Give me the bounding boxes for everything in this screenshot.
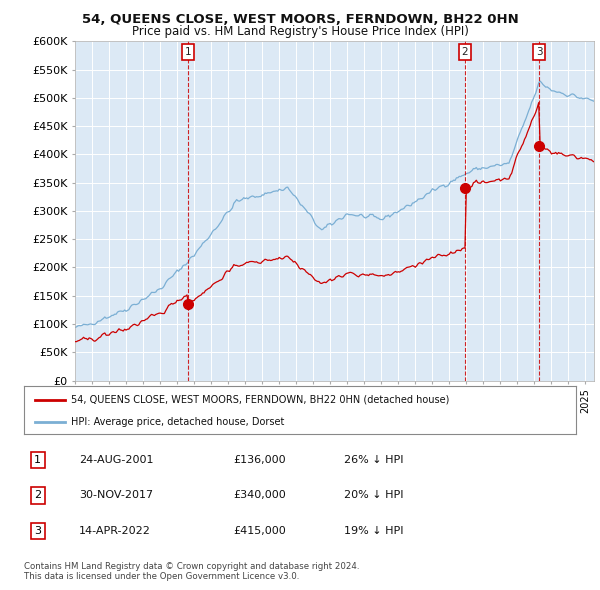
Text: 26% ↓ HPI: 26% ↓ HPI [344,455,404,465]
Text: 1: 1 [34,455,41,465]
Text: This data is licensed under the Open Government Licence v3.0.: This data is licensed under the Open Gov… [24,572,299,581]
Text: £340,000: £340,000 [234,490,287,500]
Text: 20% ↓ HPI: 20% ↓ HPI [344,490,404,500]
Text: 54, QUEENS CLOSE, WEST MOORS, FERNDOWN, BH22 0HN (detached house): 54, QUEENS CLOSE, WEST MOORS, FERNDOWN, … [71,395,449,405]
Text: 54, QUEENS CLOSE, WEST MOORS, FERNDOWN, BH22 0HN: 54, QUEENS CLOSE, WEST MOORS, FERNDOWN, … [82,13,518,26]
Text: 19% ↓ HPI: 19% ↓ HPI [344,526,404,536]
Text: 3: 3 [34,526,41,536]
Text: £415,000: £415,000 [234,526,287,536]
Text: 1: 1 [185,47,191,57]
Text: 2: 2 [34,490,41,500]
Text: £136,000: £136,000 [234,455,286,465]
Text: 3: 3 [536,47,542,57]
Text: HPI: Average price, detached house, Dorset: HPI: Average price, detached house, Dors… [71,417,284,427]
Text: 24-AUG-2001: 24-AUG-2001 [79,455,154,465]
Text: 30-NOV-2017: 30-NOV-2017 [79,490,154,500]
Text: 14-APR-2022: 14-APR-2022 [79,526,151,536]
Text: Contains HM Land Registry data © Crown copyright and database right 2024.: Contains HM Land Registry data © Crown c… [24,562,359,571]
Text: 2: 2 [461,47,468,57]
Text: Price paid vs. HM Land Registry's House Price Index (HPI): Price paid vs. HM Land Registry's House … [131,25,469,38]
